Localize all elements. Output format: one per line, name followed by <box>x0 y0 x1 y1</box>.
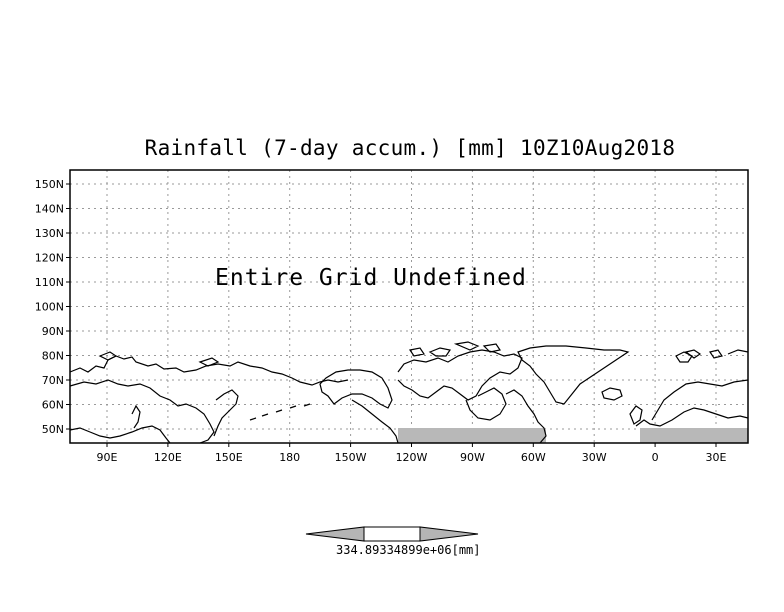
coastline-asia-east <box>69 425 171 444</box>
coastline-north-asia <box>69 355 349 386</box>
lon-tick-label: 60W <box>521 451 546 464</box>
lat-tick-label: 120N <box>35 252 64 265</box>
shaded-strip-europe <box>640 428 748 443</box>
lat-tick-label: 90N <box>42 325 64 338</box>
landmass <box>398 428 748 443</box>
coastline-hudson-bay <box>465 387 507 421</box>
colorbar-left-arrow <box>305 526 365 542</box>
lon-tick-label: 150E <box>215 451 243 464</box>
coastline-ne-asia-top <box>727 349 749 355</box>
coastline-labrador <box>505 389 547 444</box>
colorbar-middle <box>363 526 421 542</box>
coastline-scandinavia <box>651 379 749 421</box>
lon-tick-label: 0 <box>652 451 659 464</box>
lon-tick-label: 90W <box>460 451 485 464</box>
coastlines <box>69 341 749 444</box>
lat-tick-label: 150N <box>35 178 64 191</box>
sakhalin <box>131 404 141 429</box>
coastline-alaska-south <box>351 399 399 444</box>
lat-tick-label: 130N <box>35 227 64 240</box>
lat-tick-label: 100N <box>35 301 64 314</box>
coastline-greenland <box>517 345 630 405</box>
coastline-uk <box>629 405 643 425</box>
latitude-axis: 150N 140N 130N 120N 110N 100N 90N 80N 70N 60N 50N <box>35 178 70 436</box>
colorbar-label: 334.89334899e+06[mm] <box>336 543 481 557</box>
lat-tick-label: 50N <box>42 423 64 436</box>
coastline-europe <box>635 407 749 427</box>
grid-lines <box>70 170 748 443</box>
arctic-islands <box>409 341 501 357</box>
aleutian-islands <box>249 403 311 421</box>
colorbar <box>305 526 479 542</box>
russian-islands <box>98 349 723 367</box>
lat-tick-label: 70N <box>42 374 64 387</box>
coastline-iceland <box>601 387 623 401</box>
lat-tick-label: 60N <box>42 399 64 412</box>
lon-tick-label: 180 <box>279 451 300 464</box>
lon-tick-label: 30E <box>706 451 727 464</box>
coastline-svalbard <box>675 351 693 363</box>
lon-tick-label: 150W <box>335 451 367 464</box>
colorbar-right-arrow <box>419 526 479 542</box>
map-title: Rainfall (7-day accum.) [mm] 10Z10Aug201… <box>144 136 676 160</box>
undefined-grid-message: Entire Grid Undefined <box>215 265 527 291</box>
longitude-axis: 90E 120E 150E 180 150W 120W 90W 60W 30W 0 30E <box>97 443 727 464</box>
lon-tick-label: 90E <box>97 451 118 464</box>
coastline-north-asia-2 <box>69 379 215 444</box>
lon-tick-label: 120W <box>396 451 428 464</box>
lat-tick-label: 80N <box>42 350 64 363</box>
coastline-canada-north <box>397 349 523 401</box>
shaded-strip-north-america <box>398 428 546 443</box>
lon-tick-label: 120E <box>154 451 182 464</box>
coastline-alaska <box>319 369 393 409</box>
lon-tick-label: 30W <box>582 451 607 464</box>
lat-tick-label: 140N <box>35 203 64 216</box>
lat-tick-label: 110N <box>35 276 64 289</box>
coastline-kamchatka <box>213 389 239 437</box>
